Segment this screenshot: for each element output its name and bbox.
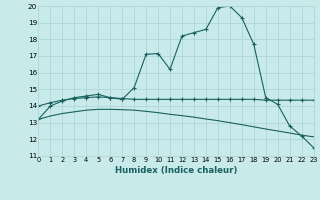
- X-axis label: Humidex (Indice chaleur): Humidex (Indice chaleur): [115, 166, 237, 175]
